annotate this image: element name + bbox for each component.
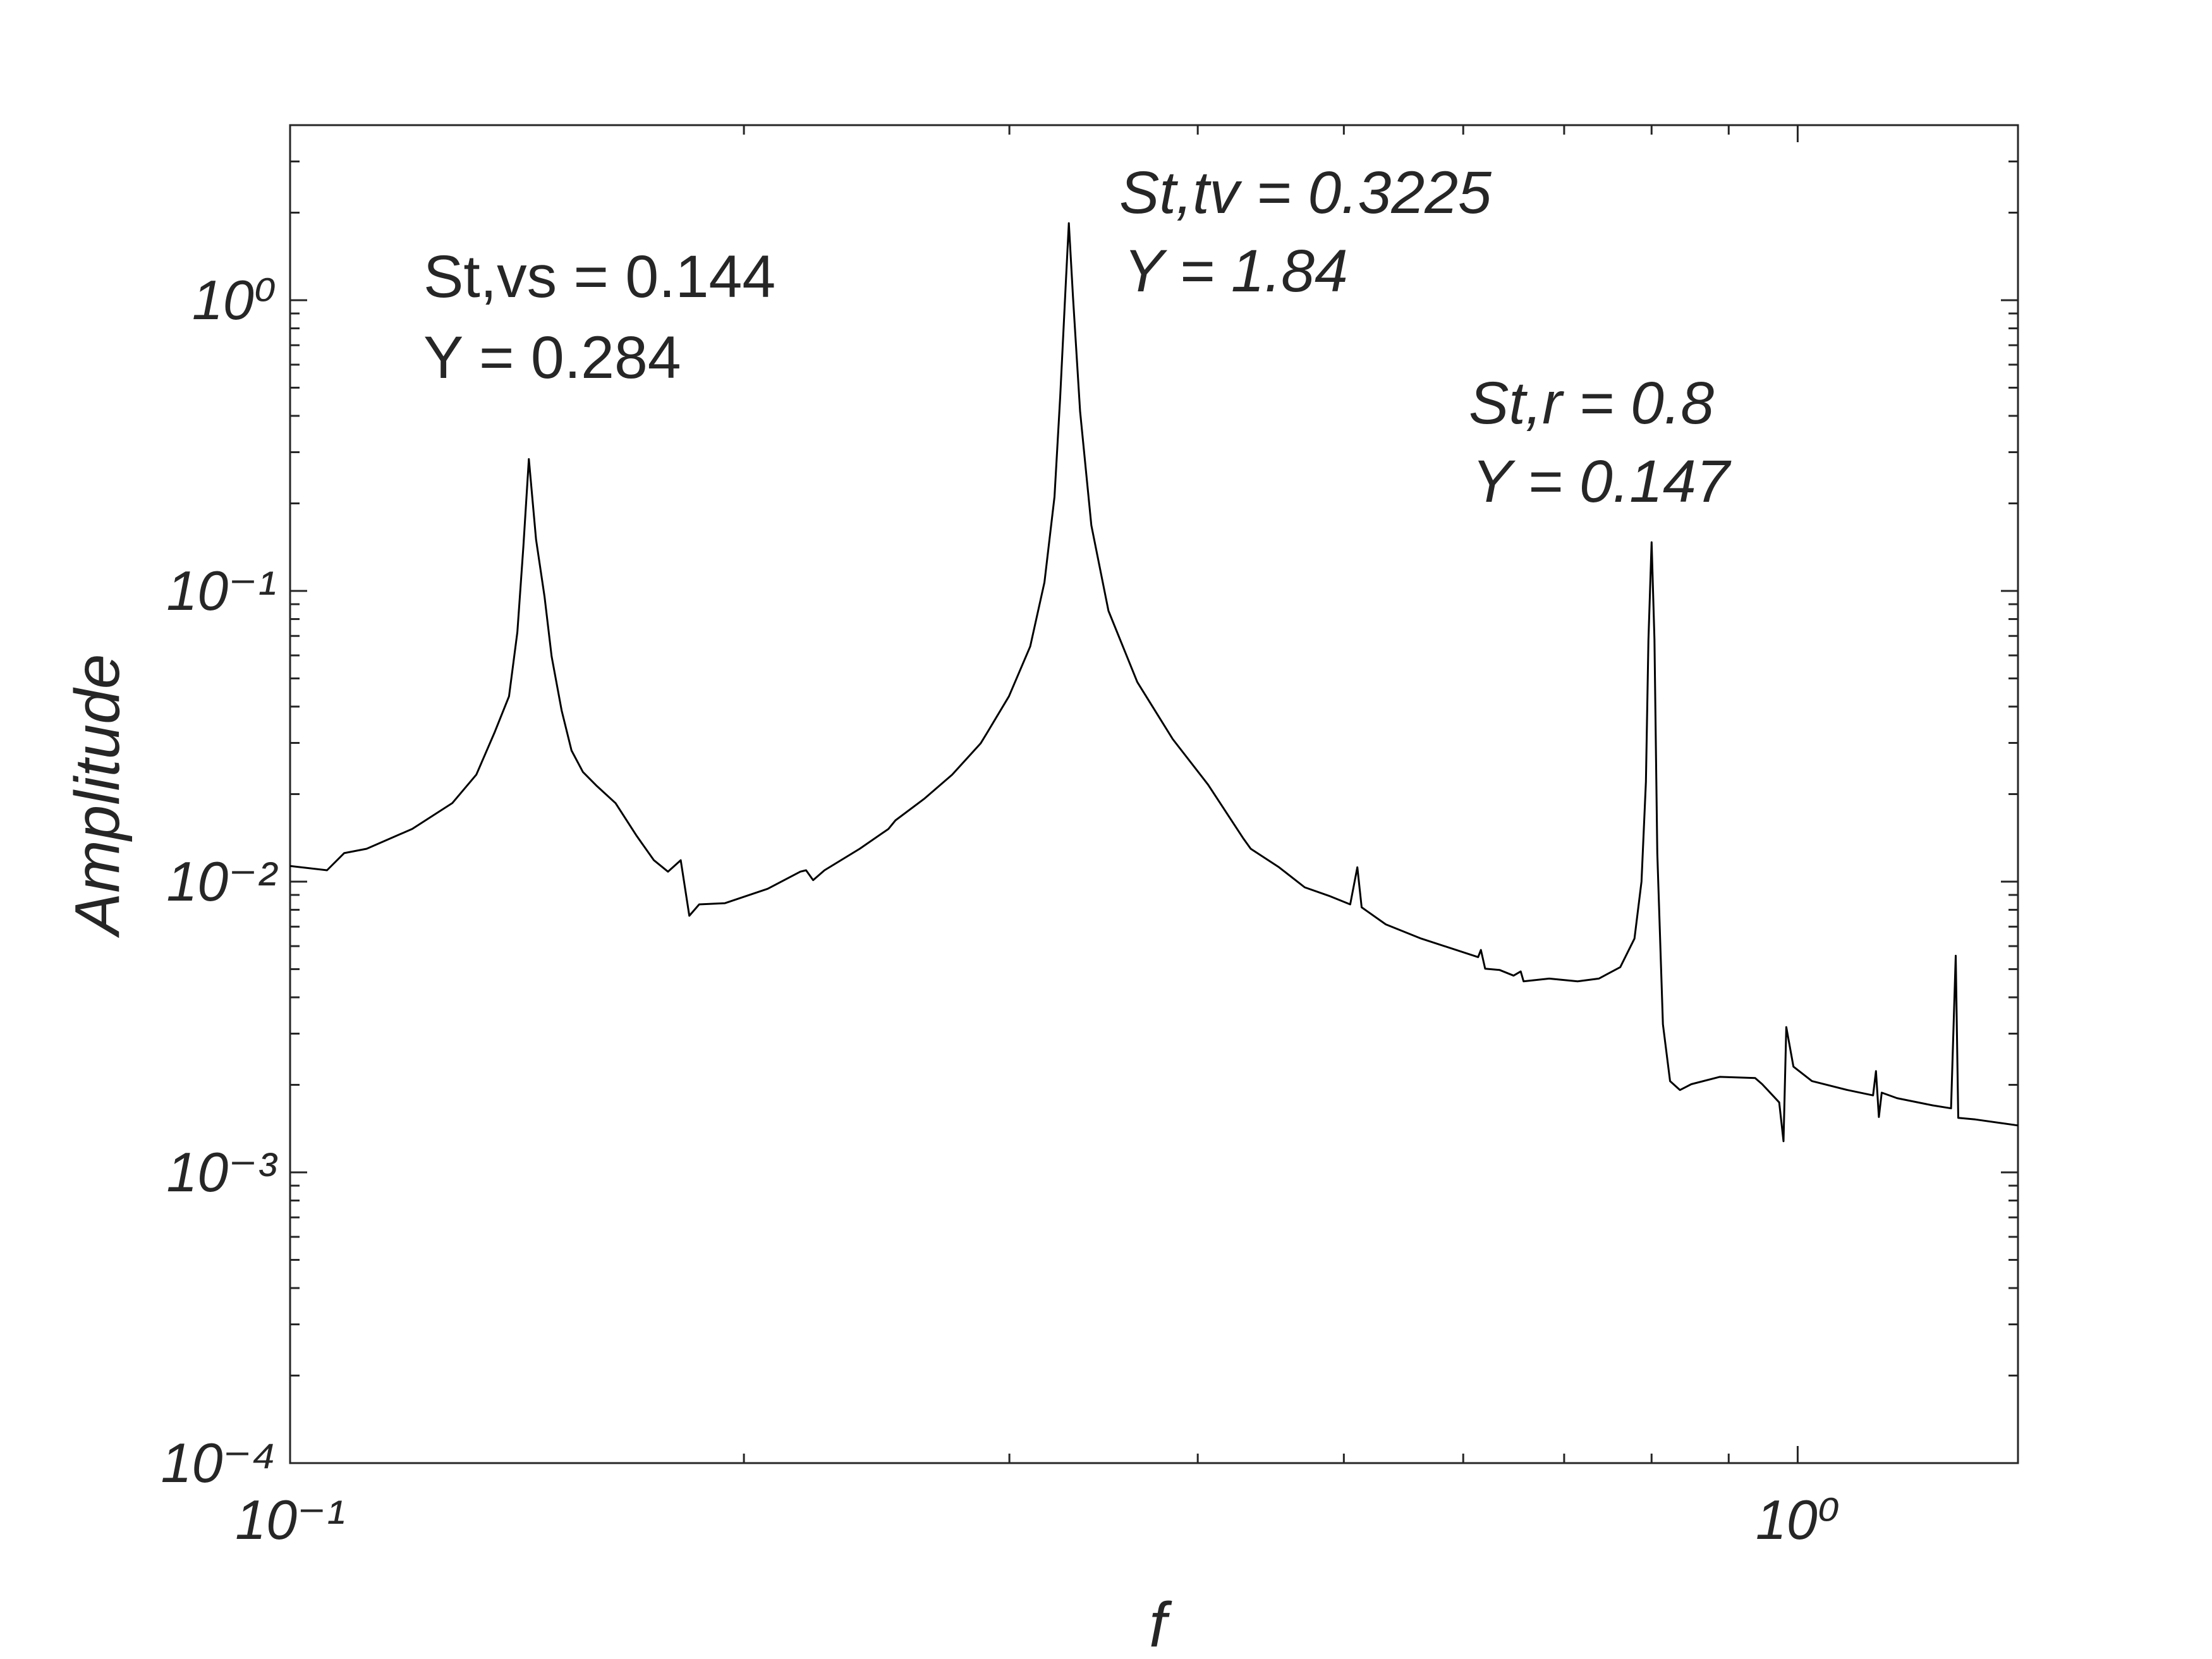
y-tick-label: 10⁻² [166, 850, 277, 913]
annotation: Y = 0.147 [1472, 448, 1732, 515]
y-axis-label: Amplitude [62, 654, 133, 939]
y-tick-label: 10⁰ [192, 269, 276, 331]
y-tick-label: 10⁻³ [166, 1141, 277, 1203]
x-tick-label: 10⁻¹ [235, 1488, 345, 1551]
y-tick-label: 10⁻¹ [166, 559, 276, 622]
data-line [289, 222, 2019, 1143]
annotation: St,vs = 0.144 [423, 243, 775, 310]
plot-frame [289, 124, 2019, 1464]
y-tick-label: 10⁻⁴ [161, 1431, 276, 1494]
x-tick-label: 10⁰ [1756, 1488, 1840, 1551]
annotation: St,tv = 0.3225 [1119, 159, 1492, 226]
annotation: St,r = 0.8 [1469, 370, 1714, 437]
annotation: Y = 1.84 [1124, 238, 1348, 305]
annotation: Y = 0.284 [423, 324, 681, 391]
